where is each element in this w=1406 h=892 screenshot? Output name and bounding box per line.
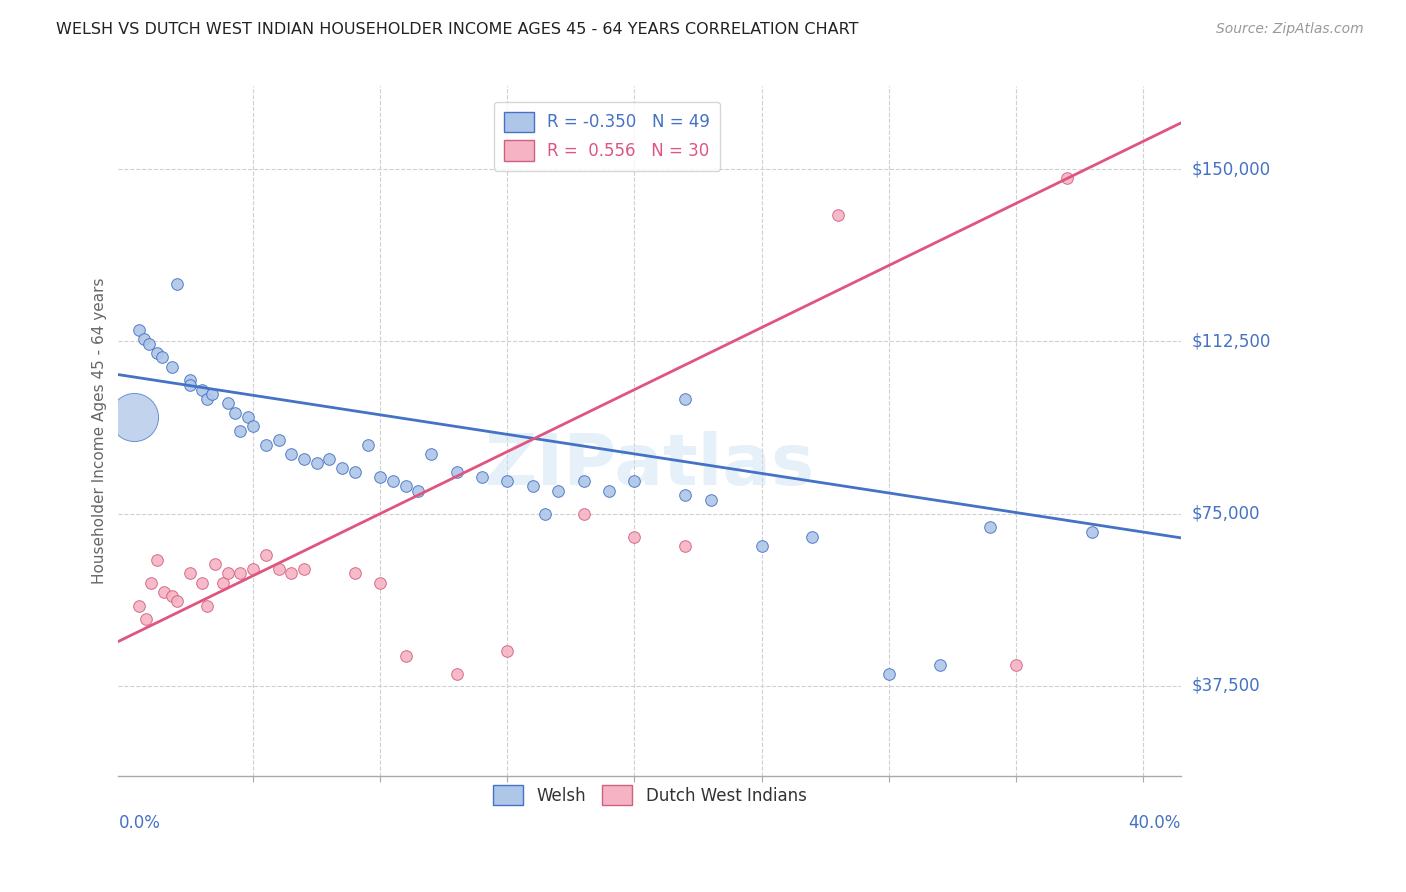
Point (522, 479, 544, 493)
Point (673, 392, 696, 406)
Point (179, 378, 201, 392)
Point (292, 562, 315, 576)
Point (343, 566, 366, 581)
Point (395, 648, 418, 663)
Point (343, 465, 366, 479)
Point (827, 208, 849, 222)
Text: Source: ZipAtlas.com: Source: ZipAtlas.com (1216, 22, 1364, 37)
Point (145, 552, 167, 566)
Point (801, 530, 824, 544)
Point (446, 465, 468, 479)
Text: $150,000: $150,000 (1192, 160, 1271, 178)
Point (395, 479, 418, 493)
Point (242, 419, 264, 434)
Point (1081, 524, 1104, 539)
Point (1004, 658, 1026, 673)
Point (496, 475, 519, 489)
Text: 0.0%: 0.0% (118, 814, 160, 832)
Point (229, 424, 252, 438)
Point (211, 575, 233, 590)
Point (699, 492, 721, 507)
Point (471, 470, 494, 484)
Point (132, 332, 155, 346)
Point (217, 566, 239, 581)
Text: WELSH VS DUTCH WEST INDIAN HOUSEHOLDER INCOME AGES 45 - 64 YEARS CORRELATION CHA: WELSH VS DUTCH WEST INDIAN HOUSEHOLDER I… (56, 22, 859, 37)
Point (138, 336, 160, 351)
Point (135, 612, 157, 626)
Point (150, 351, 173, 365)
Point (197, 599, 219, 613)
Point (572, 507, 595, 521)
Point (356, 438, 378, 452)
Point (1056, 171, 1078, 186)
Y-axis label: Householder Income Ages 45 - 64 years: Householder Income Ages 45 - 64 years (93, 277, 107, 584)
Point (318, 451, 340, 466)
Point (267, 433, 290, 447)
Point (254, 548, 277, 562)
Point (242, 562, 264, 576)
Point (153, 584, 176, 599)
Point (572, 475, 595, 489)
Point (201, 387, 224, 401)
Point (145, 346, 167, 360)
Point (305, 456, 328, 470)
Point (877, 667, 900, 681)
Point (179, 566, 201, 581)
Point (204, 557, 226, 571)
Point (547, 483, 569, 498)
Point (160, 590, 183, 604)
Point (128, 323, 150, 337)
Point (382, 475, 405, 489)
Point (623, 475, 645, 489)
Point (254, 438, 277, 452)
Point (534, 507, 557, 521)
Point (179, 373, 201, 387)
Point (420, 447, 443, 461)
Point (160, 359, 183, 374)
Point (141, 575, 163, 590)
Point (408, 483, 430, 498)
Point (224, 406, 246, 420)
Point (166, 594, 188, 608)
Point (330, 460, 353, 475)
Point (191, 383, 214, 397)
Point (673, 488, 696, 502)
Point (623, 530, 645, 544)
Point (128, 599, 150, 613)
Point (229, 566, 252, 581)
Point (280, 566, 302, 581)
Point (496, 644, 519, 658)
Point (368, 470, 391, 484)
Point (928, 658, 950, 673)
Point (166, 277, 188, 291)
Point (267, 562, 290, 576)
Point (368, 575, 391, 590)
Point (446, 667, 468, 681)
Text: $75,000: $75,000 (1192, 505, 1261, 523)
Point (197, 392, 219, 406)
Text: ZIPatlas: ZIPatlas (485, 431, 815, 500)
Point (217, 396, 239, 410)
Point (673, 539, 696, 553)
Point (122, 410, 145, 425)
Point (236, 410, 259, 425)
Point (979, 520, 1001, 534)
Point (292, 451, 315, 466)
Point (191, 575, 214, 590)
Text: $112,500: $112,500 (1192, 333, 1271, 351)
Point (751, 539, 773, 553)
Legend: Welsh, Dutch West Indians: Welsh, Dutch West Indians (486, 779, 813, 812)
Text: $37,500: $37,500 (1192, 677, 1261, 695)
Text: 40.0%: 40.0% (1129, 814, 1181, 832)
Point (598, 483, 620, 498)
Point (280, 447, 302, 461)
